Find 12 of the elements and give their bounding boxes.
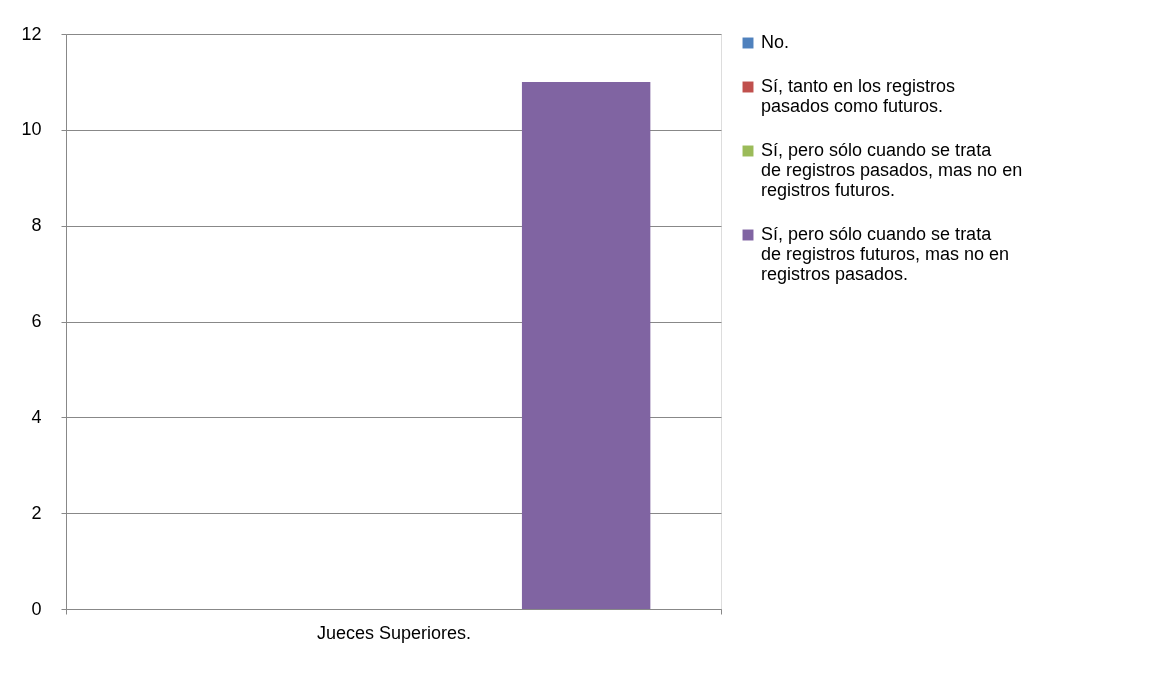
y-tick-label: 2 [31,502,42,523]
legend-label: No. [761,32,790,52]
y-tick-label: 10 [21,119,42,140]
legend-label: Sí, tanto en los registros pasados como futuros. [761,76,956,116]
y-tick-label: 4 [31,406,42,427]
x-tick-label: Jueces Superiores. [316,622,472,643]
y-tick-label: 0 [31,598,42,619]
legend-label: Sí, pero sólo cuando se trata de registros futuros, mas no en registros pasados. [761,224,1010,284]
y-tick-label: 12 [21,23,42,44]
y-tick-label: 8 [31,215,42,236]
y-tick-label: 6 [31,311,42,331]
legend-label: Sí, pero sólo cuando se trata de registros pasados, mas no en registros futuros. [761,140,1023,200]
